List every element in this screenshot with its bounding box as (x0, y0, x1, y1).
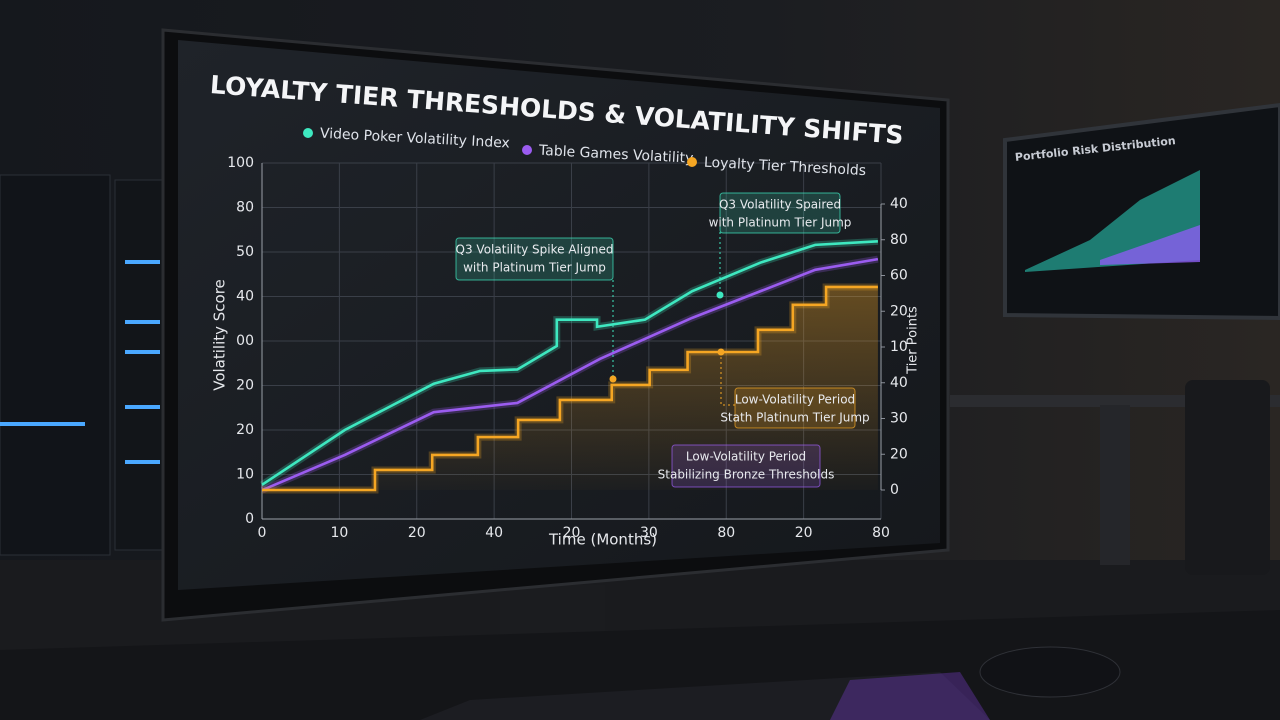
annotation-text: Stath Platinum Tier Jump (720, 411, 869, 425)
y2-tick-label: 40 (890, 196, 908, 212)
y-tick-label: 00 (236, 333, 254, 349)
y2-tick-label: 40 (890, 375, 908, 391)
x-tick-label: 40 (485, 525, 503, 541)
legend-swatch (687, 157, 697, 167)
x-tick-label: 80 (717, 525, 735, 541)
x-tick-label: 80 (872, 525, 890, 541)
y-tick-label: 80 (236, 200, 254, 216)
x-tick-label: 20 (563, 525, 581, 541)
annotation-text: with Platinum Tier Jump (709, 216, 852, 230)
annotation-text: Low-Volatility Period (686, 450, 806, 464)
mouse (979, 646, 1121, 698)
plot: 0 10 20 20 00 40 50 80 100 0 10 20 40 20 30 80 20 80 0 20 30… (227, 126, 908, 541)
annotation-dot (609, 375, 617, 383)
line (261, 240, 878, 486)
annotation-text: Q3 Volatility Spike Aligned (456, 243, 614, 257)
x-tick-label: 20 (795, 525, 813, 541)
annotation-box (455, 237, 614, 281)
annotation-text: with Platinum Tier Jump (463, 261, 606, 275)
area (262, 286, 878, 490)
keyboard (420, 672, 990, 720)
y2-tick-label: 20 (890, 446, 908, 462)
annotation-text: Q3 Volatility Spaired (719, 198, 841, 212)
annotation-box (719, 192, 841, 234)
y-tick-label: 20 (236, 422, 254, 438)
line (261, 257, 879, 492)
y-tick-label: 100 (227, 155, 254, 171)
y2-tick-label: 10 (890, 339, 908, 355)
x-tick-label: 30 (640, 525, 658, 541)
y-tick-label: 20 (236, 378, 254, 394)
server-rack (114, 179, 164, 551)
y-tick-label: 0 (245, 511, 254, 527)
y-axis-label: Volatility Score (211, 279, 229, 391)
background-chart (1100, 225, 1200, 265)
desk-leg (1100, 405, 1130, 565)
y-tick-label: 10 (236, 467, 254, 483)
rack-lights (0, 260, 160, 464)
annotation-text: Stabilizing Bronze Thresholds (658, 468, 835, 482)
annotation-box (734, 387, 856, 429)
y2-tick-label: 60 (890, 268, 908, 284)
y-tick-label: 50 (236, 244, 254, 260)
line (262, 285, 878, 492)
x-tick-label: 20 (408, 525, 426, 541)
annotation-dot (717, 348, 725, 356)
y-tick-label: 40 (236, 289, 254, 305)
keyboard-backlight (830, 672, 990, 720)
x-tick-label: 0 (258, 525, 267, 541)
x-tick-label: 10 (330, 525, 348, 541)
annotation-text: Low-Volatility Period (735, 393, 855, 407)
y2-tick-label: 30 (890, 411, 908, 427)
y2-tick-label: 80 (890, 232, 908, 248)
server-rack (0, 174, 111, 556)
legend-swatch (522, 145, 532, 155)
annotation-box (671, 444, 821, 488)
annotation-dot (716, 291, 724, 299)
x-axis-label: Time (Months) (548, 531, 657, 549)
y2-axis-label: Tier Points (906, 306, 921, 375)
legend-swatch (303, 128, 313, 138)
y2-tick-label: 0 (890, 482, 899, 498)
chair (1185, 380, 1270, 575)
y2-tick-label: 20 (890, 303, 908, 319)
